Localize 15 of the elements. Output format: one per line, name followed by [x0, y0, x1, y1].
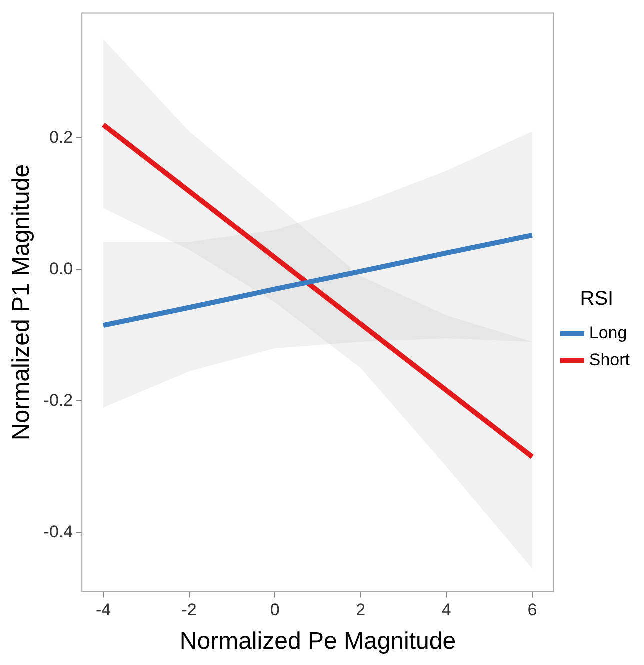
x-tick-label: 6 — [528, 600, 538, 620]
legend-label: Long — [589, 324, 628, 343]
y-axis-title: Normalized P1 Magnitude — [8, 164, 36, 441]
x-tick-label: 2 — [356, 600, 366, 620]
x-tick-label: -4 — [96, 600, 112, 620]
x-tick-label: 4 — [442, 600, 452, 620]
legend-title: RSI — [580, 288, 614, 310]
x-tick-label: 0 — [270, 600, 280, 620]
y-tick-label: -0.4 — [44, 522, 74, 542]
y-tick-label: 0.2 — [49, 128, 74, 147]
y-tick-label: -0.2 — [44, 390, 74, 410]
y-tick-label: 0.0 — [49, 259, 74, 278]
legend-label: Short — [589, 350, 630, 370]
x-axis-title: Normalized Pe Magnitude — [180, 628, 456, 656]
x-tick-label: -2 — [182, 600, 197, 620]
